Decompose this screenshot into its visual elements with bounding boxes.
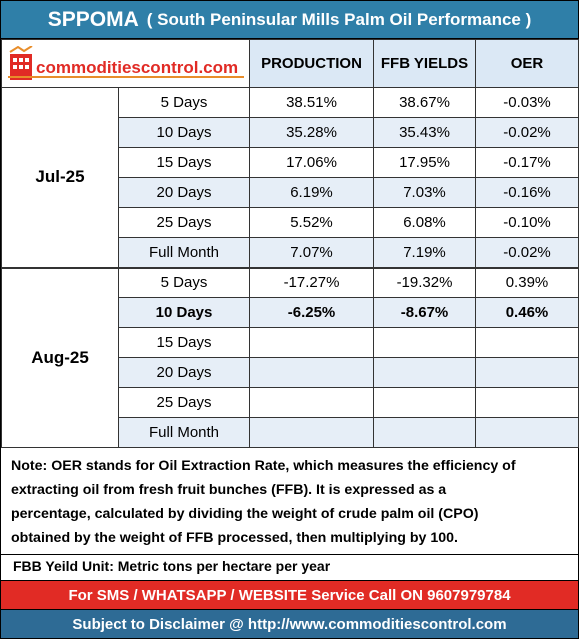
ffb-cell xyxy=(373,357,476,388)
production-cell xyxy=(249,417,374,448)
table-row: 15 Days xyxy=(2,327,579,358)
period-cell: 10 Days xyxy=(118,117,250,148)
col-oer: OER xyxy=(475,39,579,88)
table-row: Full Month xyxy=(2,417,579,448)
oer-cell: 0.39% xyxy=(475,266,579,298)
production-cell xyxy=(249,327,374,358)
ffb-cell: 38.67% xyxy=(373,87,476,118)
ffb-cell: 17.95% xyxy=(373,147,476,178)
note-line: Note: OER stands for Oil Extraction Rate… xyxy=(11,458,516,474)
production-cell xyxy=(249,387,374,418)
report-ticker: SPPOMA xyxy=(47,7,139,31)
contact-banner: For SMS / WHATSAPP / WEBSITE Service Cal… xyxy=(1,580,578,610)
oer-cell xyxy=(475,327,579,358)
ffb-cell: -8.67% xyxy=(373,297,476,328)
oer-cell xyxy=(475,417,579,448)
note-line: extracting oil from fresh fruit bunches … xyxy=(11,482,447,498)
table-row: Aug-25 5 Days -17.27% -19.32% 0.39% xyxy=(1,266,579,448)
note-line: obtained by the weight of FFB processed,… xyxy=(11,530,458,546)
note-line: percentage, calculated by dividing the w… xyxy=(11,506,479,522)
table-row: 20 Days 6.19% 7.03% -0.16% xyxy=(2,177,579,208)
month-label-jul: Jul-25 xyxy=(1,87,119,268)
chart-building-logo-icon: commoditiescontrol.com xyxy=(7,45,244,80)
performance-table: commoditiescontrol.com PRODUCTION FFB YI… xyxy=(1,39,579,448)
production-cell xyxy=(249,357,374,388)
oer-cell: -0.02% xyxy=(475,117,579,148)
production-cell: -17.27% xyxy=(249,266,374,298)
period-cell: 25 Days xyxy=(118,207,250,238)
period-cell: 20 Days xyxy=(118,177,250,208)
production-cell: 35.28% xyxy=(249,117,374,148)
commoditiescontrol-logo[interactable]: commoditiescontrol.com xyxy=(2,40,249,87)
production-cell: 6.19% xyxy=(249,177,374,208)
ffb-cell: 7.19% xyxy=(373,237,476,268)
col-production: PRODUCTION xyxy=(249,39,374,88)
oer-cell: -0.16% xyxy=(475,177,579,208)
ffb-cell xyxy=(373,387,476,418)
production-cell: 5.52% xyxy=(249,207,374,238)
period-cell: 20 Days xyxy=(118,357,250,388)
yield-unit-note: FBB Yeild Unit: Metric tons per hectare … xyxy=(13,558,331,574)
table-row: Full Month 7.07% 7.19% -0.02% xyxy=(2,237,579,268)
production-cell: 38.51% xyxy=(249,87,374,118)
table-row: 25 Days xyxy=(2,387,579,418)
period-cell: 25 Days xyxy=(118,387,250,418)
oer-cell: 0.46% xyxy=(475,297,579,328)
table-header-row: commoditiescontrol.com PRODUCTION FFB YI… xyxy=(1,39,579,88)
period-cell: Full Month xyxy=(118,417,250,448)
table-row: 25 Days 5.52% 6.08% -0.10% xyxy=(2,207,579,238)
ffb-cell xyxy=(373,417,476,448)
table-row: Jul-25 5 Days 38.51% 38.67% -0.03% xyxy=(1,87,579,268)
period-cell: 15 Days xyxy=(118,327,250,358)
production-cell: -6.25% xyxy=(249,297,374,328)
logo-text: commoditiescontrol.com xyxy=(36,58,238,77)
period-cell: 15 Days xyxy=(118,147,250,178)
ffb-cell: 7.03% xyxy=(373,177,476,208)
oer-cell: -0.17% xyxy=(475,147,579,178)
production-cell: 17.06% xyxy=(249,147,374,178)
title-bar: SPPOMA ( South Peninsular Mills Palm Oil… xyxy=(1,1,578,39)
disclaimer-link[interactable]: Subject to Disclaimer @ http://www.commo… xyxy=(1,610,578,638)
ffb-cell: 6.08% xyxy=(373,207,476,238)
period-cell: Full Month xyxy=(118,237,250,268)
report-subtitle: ( South Peninsular Mills Palm Oil Perfor… xyxy=(146,9,532,29)
oer-cell: -0.03% xyxy=(475,87,579,118)
col-ffb-yields: FFB YIELDS xyxy=(373,39,476,88)
ffb-cell: -19.32% xyxy=(373,266,476,298)
oer-cell xyxy=(475,357,579,388)
month-label-aug: Aug-25 xyxy=(1,266,119,448)
ffb-cell: 35.43% xyxy=(373,117,476,148)
period-cell: 5 Days xyxy=(118,87,250,118)
production-cell: 7.07% xyxy=(249,237,374,268)
period-cell: 10 Days xyxy=(118,297,250,328)
oer-note: Note: OER stands for Oil Extraction Rate… xyxy=(1,444,578,555)
oer-cell: -0.10% xyxy=(475,207,579,238)
oer-cell: -0.02% xyxy=(475,237,579,268)
table-row: 10 Days 35.28% 35.43% -0.02% xyxy=(2,117,579,148)
logo-cell: commoditiescontrol.com xyxy=(1,39,250,88)
period-cell: 5 Days xyxy=(118,266,250,298)
oer-cell xyxy=(475,387,579,418)
ffb-cell xyxy=(373,327,476,358)
